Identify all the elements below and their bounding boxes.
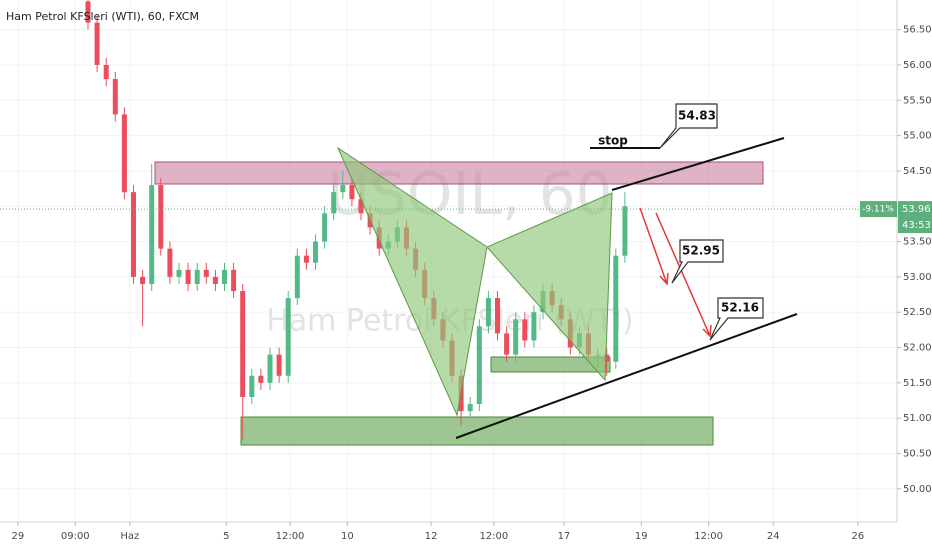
callout-box	[659, 103, 718, 149]
stop-text: stop	[598, 134, 628, 148]
arrow-head	[702, 324, 712, 338]
candle-body	[231, 269, 237, 292]
x-tick-label: 09:00	[61, 531, 90, 542]
candle-body	[94, 22, 100, 65]
callout-text: 54.83	[678, 109, 716, 123]
candle-body	[212, 276, 218, 284]
x-tick-label: 26	[852, 531, 865, 542]
y-tick-label: 55.50	[903, 95, 932, 106]
y-tick-label: 53.00	[903, 272, 932, 283]
candle-body	[476, 326, 482, 405]
candle-body	[313, 241, 319, 263]
candle-body	[604, 354, 610, 362]
change-badge	[860, 201, 897, 218]
candle-body	[358, 199, 364, 214]
arrow	[655, 212, 711, 337]
x-tick-label: 24	[767, 531, 780, 542]
pattern-triangle	[486, 192, 613, 382]
callouts: 54.83 stop 52.95 52.16	[598, 103, 764, 341]
y-tick-label: 56.50	[903, 25, 932, 36]
candle-body	[276, 354, 282, 376]
x-tick-label: 12:00	[479, 531, 508, 542]
candle-body	[158, 185, 164, 249]
trend-line	[611, 137, 785, 191]
pattern-line	[445, 246, 488, 263]
callout-box	[709, 297, 764, 341]
y-tick-label: 51.50	[903, 378, 932, 389]
pattern-triangle	[336, 146, 488, 417]
candle-body	[130, 192, 136, 277]
y-tick-label: 52.00	[903, 343, 932, 354]
candle-body	[294, 255, 300, 299]
x-tick-label: 12:00	[276, 531, 305, 542]
countdown: 43:53	[902, 220, 931, 231]
change-label: -9.11%	[862, 205, 894, 215]
y-tick-label: 52.50	[903, 307, 932, 318]
x-tick-label: Haz	[120, 531, 139, 542]
candle-body	[222, 269, 228, 284]
y-tick-label: 50.00	[903, 484, 932, 495]
x-tick-label: 19	[635, 531, 648, 542]
candle-body	[176, 269, 182, 277]
candle-body	[522, 319, 528, 341]
x-tick-label: 12	[425, 531, 438, 542]
arrow-head	[659, 272, 669, 286]
candle-body	[149, 185, 155, 284]
candle-body	[85, 1, 91, 23]
candle-body	[613, 255, 619, 362]
candle-body	[622, 206, 628, 256]
candle-body	[103, 64, 109, 80]
harmonic-pattern	[336, 146, 613, 417]
candle-body	[285, 298, 291, 376]
x-tick-label: 5	[223, 531, 229, 542]
candle-body	[467, 404, 473, 412]
callout-text: 52.16	[721, 301, 759, 315]
resistance-zone	[154, 161, 764, 185]
chart-title: Ham Petrol KFSleri (WTI), 60, FXCM	[6, 10, 199, 23]
candle-body	[531, 312, 537, 341]
candle-body	[340, 185, 346, 193]
x-tick-label: 17	[558, 531, 571, 542]
y-tick-label: 55.00	[903, 131, 932, 142]
candle-body	[303, 255, 309, 263]
last-price-label: 53.96	[902, 204, 931, 215]
candle-body	[513, 319, 519, 355]
candle-body	[194, 269, 200, 284]
x-tick-label: 29	[12, 531, 25, 542]
callout-text: 52.95	[682, 244, 720, 258]
candle-body	[258, 375, 264, 383]
candle-body	[331, 192, 337, 214]
candle-body	[249, 375, 255, 397]
y-tick-label: 50.50	[903, 448, 932, 459]
candle-body	[349, 185, 355, 200]
candle-body	[267, 354, 273, 383]
candle-body	[495, 298, 501, 334]
arrow	[639, 207, 668, 285]
candle-body	[140, 276, 146, 284]
price-badge	[898, 201, 932, 234]
support-zone-small	[490, 356, 611, 373]
candle-body	[203, 269, 209, 277]
x-tick-label: 12:00	[694, 531, 723, 542]
callout-box	[671, 239, 724, 284]
candle-body	[504, 333, 510, 355]
trend-line	[455, 313, 798, 439]
y-tick-label: 51.00	[903, 413, 932, 424]
trend-lines	[455, 137, 798, 439]
y-tick-label: 53.50	[903, 237, 932, 248]
candle-body	[112, 79, 118, 115]
candle-body	[485, 298, 491, 327]
y-tick-label: 54.50	[903, 166, 932, 177]
candle-body	[322, 213, 328, 242]
candle-body	[240, 291, 246, 397]
candle-body	[185, 269, 191, 284]
y-tick-label: 56.00	[903, 60, 932, 71]
candle-body	[121, 114, 127, 193]
x-tick-label: 10	[341, 531, 354, 542]
candle-body	[167, 248, 173, 277]
zones	[154, 161, 764, 446]
